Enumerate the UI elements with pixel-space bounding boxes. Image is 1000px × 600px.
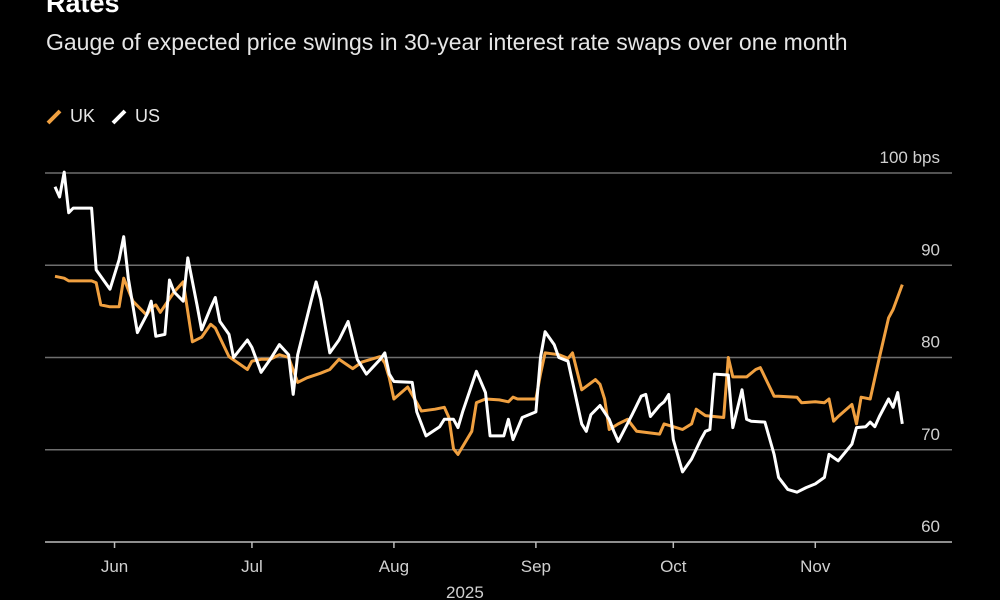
series-line-us bbox=[53, 170, 904, 494]
y-tick-label: 70 bbox=[921, 425, 940, 444]
legend-label-us: US bbox=[135, 106, 161, 126]
legend-item-uk: UK bbox=[46, 106, 95, 127]
legend-item-us: US bbox=[111, 106, 160, 127]
x-tick-label: Nov bbox=[800, 557, 831, 576]
legend-swatch-uk bbox=[46, 109, 62, 124]
legend-label-uk: UK bbox=[70, 106, 96, 126]
x-tick-label: Jul bbox=[241, 557, 263, 576]
y-tick-label: 60 bbox=[921, 517, 940, 536]
series-line-uk bbox=[54, 274, 904, 456]
y-tick-label: 90 bbox=[921, 240, 940, 259]
y-tick-label: 100 bps bbox=[880, 148, 941, 167]
y-tick-label: 80 bbox=[921, 333, 940, 352]
x-tick-label: Jun bbox=[101, 557, 128, 576]
legend: UK US bbox=[46, 106, 160, 127]
chart-title: Rates bbox=[46, 0, 120, 18]
x-tick-label: Sep bbox=[521, 557, 551, 576]
x-axis-label: 2025 bbox=[446, 583, 484, 600]
legend-swatch-us bbox=[111, 109, 127, 124]
chart-subtitle: Gauge of expected price swings in 30-yea… bbox=[46, 29, 848, 55]
x-tick-label: Aug bbox=[379, 557, 409, 576]
x-tick-label: Oct bbox=[660, 557, 687, 576]
